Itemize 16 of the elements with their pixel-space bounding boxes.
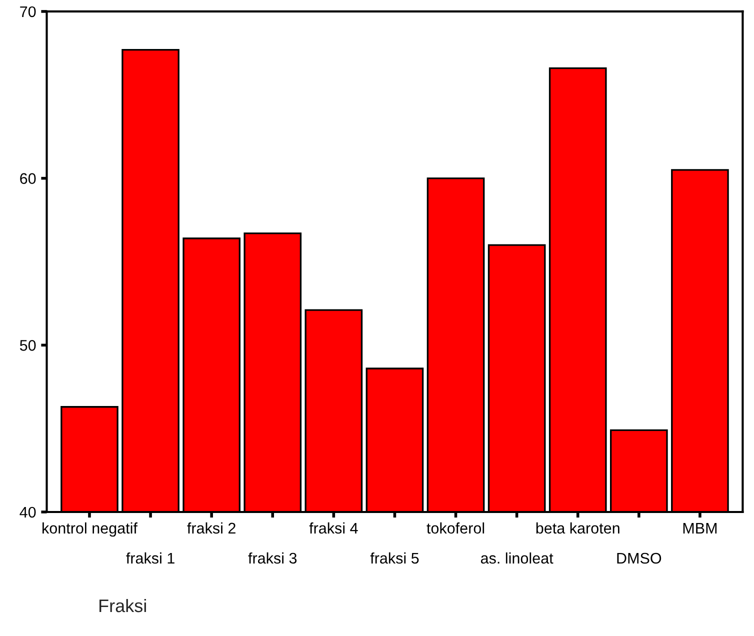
x-tick-label: kontrol negatif [42, 522, 138, 537]
y-tick-label: 60 [20, 173, 36, 184]
x-tick-label: fraksi 5 [370, 552, 419, 564]
x-tick-label: beta karoten [536, 522, 620, 534]
x-tick-label: DMSO [617, 552, 662, 564]
x-axis-title: Fraksi [100, 598, 146, 612]
x-tick-label: fraksi 2 [187, 522, 236, 534]
x-tick-label: MBM [683, 522, 717, 534]
x-tick-label: tokoferol [426, 522, 484, 534]
x-tick-label: as. linoleat [480, 552, 554, 564]
x-tick-label: fraksi 4 [309, 522, 358, 534]
y-tick-label: 70 [20, 6, 36, 18]
x-tick-label: fraksi 3 [248, 552, 297, 564]
y-tick-label: 40 [20, 506, 36, 518]
y-tick-label: 50 [20, 340, 36, 351]
x-tick-label: fraksi 1 [126, 552, 174, 564]
